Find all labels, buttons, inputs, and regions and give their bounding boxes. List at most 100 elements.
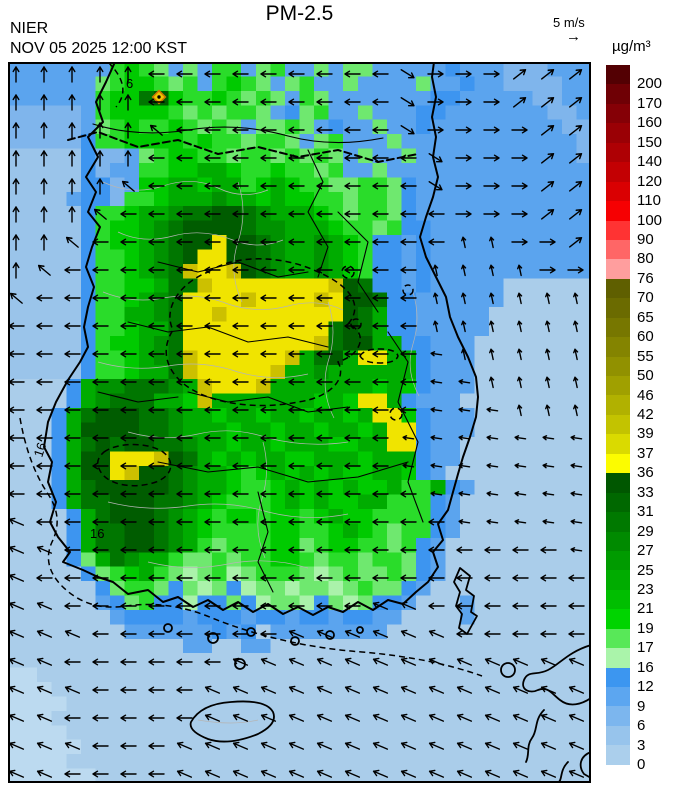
grid-cell bbox=[110, 105, 126, 121]
wind-arrow bbox=[64, 406, 81, 414]
colorbar-tick-label: 23 bbox=[637, 581, 654, 598]
grid-cell bbox=[284, 494, 300, 510]
grid-cell bbox=[182, 191, 198, 207]
grid-cell bbox=[168, 393, 184, 409]
wind-arrow bbox=[514, 491, 527, 497]
grid-cell bbox=[518, 566, 534, 582]
grid-cell bbox=[241, 465, 257, 481]
grid-cell bbox=[8, 451, 24, 467]
grid-cell bbox=[197, 134, 213, 150]
grid-cell bbox=[153, 537, 169, 553]
grid-cell bbox=[459, 76, 475, 92]
grid-cell bbox=[474, 105, 490, 121]
dmz-line bbox=[67, 131, 419, 163]
grid-cell bbox=[343, 638, 359, 654]
wind-arrow bbox=[148, 658, 165, 666]
grid-cell bbox=[532, 552, 548, 568]
grid-cell bbox=[241, 278, 257, 294]
wind-arrow bbox=[316, 294, 333, 302]
grid-cell bbox=[299, 682, 315, 697]
wind-arrow bbox=[400, 69, 415, 79]
grid-cell bbox=[416, 408, 432, 423]
grid-cell bbox=[357, 595, 373, 611]
grid-cell bbox=[182, 480, 198, 496]
grid-cell bbox=[95, 667, 111, 683]
grid-cell bbox=[66, 581, 82, 597]
wind-arrow bbox=[483, 154, 500, 162]
grid-cell bbox=[284, 249, 300, 265]
grid-cell bbox=[503, 754, 519, 770]
grid-cell bbox=[22, 710, 38, 726]
wind-arrow bbox=[204, 322, 221, 330]
grid-cell bbox=[95, 379, 111, 395]
grid-cell bbox=[503, 292, 519, 308]
grid-cell bbox=[357, 566, 373, 582]
grid-cell bbox=[241, 235, 257, 250]
wind-arrow bbox=[64, 294, 81, 302]
grid-cell bbox=[226, 609, 242, 625]
grid-cell bbox=[328, 653, 344, 669]
wind-arrow bbox=[456, 657, 473, 666]
grid-cell bbox=[226, 638, 242, 654]
grid-cell bbox=[474, 350, 490, 366]
grid-cell bbox=[66, 321, 82, 337]
wind-arrow bbox=[260, 406, 277, 414]
grid-cell bbox=[182, 350, 198, 366]
wind-arrow bbox=[260, 154, 277, 162]
grid-cell bbox=[255, 379, 271, 395]
grid-cell bbox=[197, 335, 213, 351]
grid-cell bbox=[474, 638, 490, 654]
wind-arrow bbox=[176, 322, 193, 330]
wind-arrow bbox=[372, 741, 389, 750]
wind-arrow bbox=[204, 769, 221, 778]
wind-arrow bbox=[8, 741, 25, 750]
grid-cell bbox=[66, 177, 82, 193]
grid-cell bbox=[416, 537, 432, 553]
wind-arrow bbox=[568, 124, 583, 136]
wind-arrow bbox=[484, 741, 501, 750]
grid-cell bbox=[226, 307, 242, 323]
grid-cell bbox=[547, 710, 563, 726]
grid-cell bbox=[182, 609, 198, 625]
grid-cell bbox=[182, 393, 198, 409]
grid-cell bbox=[270, 552, 286, 568]
wind-reference-arrow-icon: → bbox=[566, 28, 581, 45]
grid-cell bbox=[51, 263, 67, 279]
contour-6 bbox=[107, 62, 124, 108]
grid-cell bbox=[124, 768, 140, 783]
grid-cell bbox=[314, 465, 330, 481]
grid-cell bbox=[357, 278, 373, 294]
wind-arrow bbox=[92, 518, 109, 526]
wind-arrow bbox=[37, 264, 51, 276]
grid-cell bbox=[299, 768, 315, 783]
grid-cell bbox=[416, 638, 432, 654]
grid-cell bbox=[22, 552, 38, 568]
grid-cell bbox=[561, 537, 577, 553]
grid-cell bbox=[328, 465, 344, 481]
grid-cell bbox=[168, 682, 184, 697]
grid-cell bbox=[212, 76, 228, 92]
wind-arrow bbox=[148, 518, 165, 526]
grid-cell bbox=[212, 379, 228, 395]
grid-cell bbox=[95, 754, 111, 770]
grid-cell bbox=[299, 537, 315, 553]
grid-cell bbox=[22, 206, 38, 222]
grid-cell bbox=[314, 480, 330, 496]
wind-arrow bbox=[232, 769, 249, 778]
grid-cell bbox=[328, 509, 344, 524]
grid-cell bbox=[212, 552, 228, 568]
grid-cell bbox=[518, 581, 534, 597]
grid-cell bbox=[284, 754, 300, 770]
grid-cell bbox=[503, 191, 519, 207]
grid-cell bbox=[518, 278, 534, 294]
grid-cell bbox=[576, 624, 591, 640]
colorbar-tick-label: 16 bbox=[637, 658, 654, 676]
grid-cell bbox=[372, 638, 388, 654]
grid-cell bbox=[80, 90, 96, 106]
grid-cell bbox=[255, 509, 271, 524]
colorbar-segment bbox=[606, 201, 630, 221]
wind-arrow bbox=[568, 602, 585, 610]
wind-arrow bbox=[400, 518, 417, 526]
grid-cell bbox=[226, 278, 242, 294]
grid-cell bbox=[343, 451, 359, 467]
